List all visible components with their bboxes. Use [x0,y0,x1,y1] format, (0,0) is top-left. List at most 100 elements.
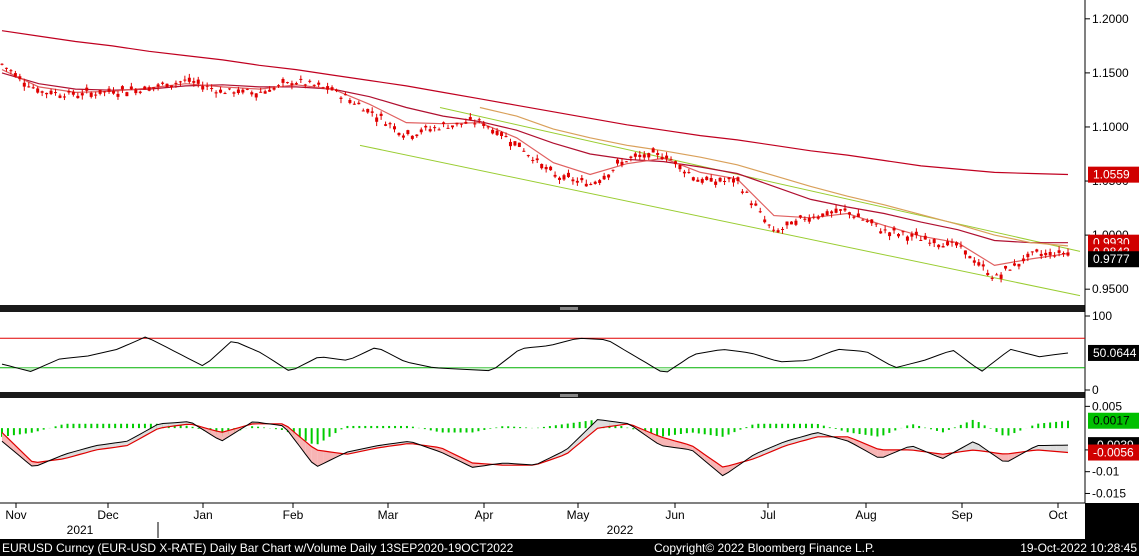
candle-body [1035,249,1039,252]
candle-body [348,99,352,103]
macd-fill [1014,452,1021,458]
divider-handle[interactable] [560,307,578,310]
macd-fill [877,448,884,458]
candle-body [67,90,71,93]
candle-body [22,82,26,87]
macd-fill [841,436,848,441]
candle-body [4,67,8,69]
candle-body [874,223,878,225]
candle-body [303,84,307,86]
macd-fill [228,428,235,437]
candle-body [495,130,499,135]
macd-fill [591,419,598,434]
footer-bar [0,539,1139,556]
candle-body [192,81,196,83]
candle-body [477,119,481,121]
panel-divider[interactable] [0,305,1085,312]
candle-body [468,117,472,120]
candle-body [62,96,66,98]
macd-fill [144,428,151,436]
candle-body [437,129,441,131]
x-axis-month-label: Nov [5,508,26,522]
candle-body [705,176,709,181]
candle-body [268,89,272,92]
candle-body [299,78,303,80]
candle-body [500,132,504,137]
candle-body [740,191,744,193]
candle-body [598,180,602,183]
macd-fill [1056,445,1062,452]
candle-body [910,233,914,237]
candle-body [245,88,249,90]
candle-body [473,123,477,125]
candle-body [763,219,767,223]
candle-body [330,87,334,91]
macd-fill [1044,445,1051,451]
candle-body [892,227,896,231]
macd-fill [2,432,8,447]
candle-body [968,256,972,259]
candle-body [277,85,281,87]
candle-body [781,228,785,230]
candle-body [745,191,749,193]
macd-fill [115,442,122,448]
candle-body [923,235,927,240]
candle-body [205,85,209,87]
candle-body [919,239,923,241]
candle-body [584,183,588,187]
candle-body [112,91,116,94]
candle-body [370,111,374,113]
candle-body [544,166,548,170]
candle-body [290,83,294,86]
candle-body [558,177,562,180]
value-tags: 1.05590.99300.98420.977750.06440.0017-0.… [1088,166,1139,461]
candle-body [1021,258,1025,262]
candle-body [531,159,535,161]
candle-body [709,177,713,182]
macd-fill [865,443,872,454]
candle-body [905,236,909,241]
macd-fill [109,442,116,449]
candle-body [178,81,182,83]
candle-body [633,153,637,157]
macd-fill [722,465,729,476]
candle-body [415,134,419,137]
candle-body [31,87,35,89]
candle-body [629,156,633,158]
x-axis-month-label: Jul [760,508,775,522]
macd-fill [889,449,896,455]
macd-fill [663,437,669,447]
candle-body [9,70,13,72]
candle-body [294,83,298,85]
macd-fill [293,431,300,447]
macd-fill [133,434,139,443]
macd-fill [609,421,616,427]
candle-body [1017,263,1021,267]
macd-fill [1062,445,1068,453]
candle-body [129,86,133,90]
macd-fill [657,435,663,446]
macd-fill [466,460,473,468]
candle-body [259,91,263,93]
candle-body [508,141,512,147]
candle-body [718,177,722,182]
candle-body [977,262,981,266]
candle-body [250,92,254,95]
candle-body [1048,251,1052,256]
candle-body [13,73,17,77]
divider-handle[interactable] [560,394,578,397]
candle-body [1053,255,1057,257]
panel-divider[interactable] [0,392,1085,398]
price-axis-tick-label: 1.1000 [1092,120,1129,134]
candle-body [138,91,142,93]
candle-body [339,97,343,99]
candle-body [125,92,129,97]
candle-body [464,121,468,124]
candle-body [727,177,731,180]
moving-average-long [1,30,1069,176]
candle-body [446,127,450,129]
candle-body [419,129,423,133]
candle-body [990,277,994,279]
candle-body [450,125,454,128]
price-axis-tick-label: 1.2000 [1092,12,1129,26]
